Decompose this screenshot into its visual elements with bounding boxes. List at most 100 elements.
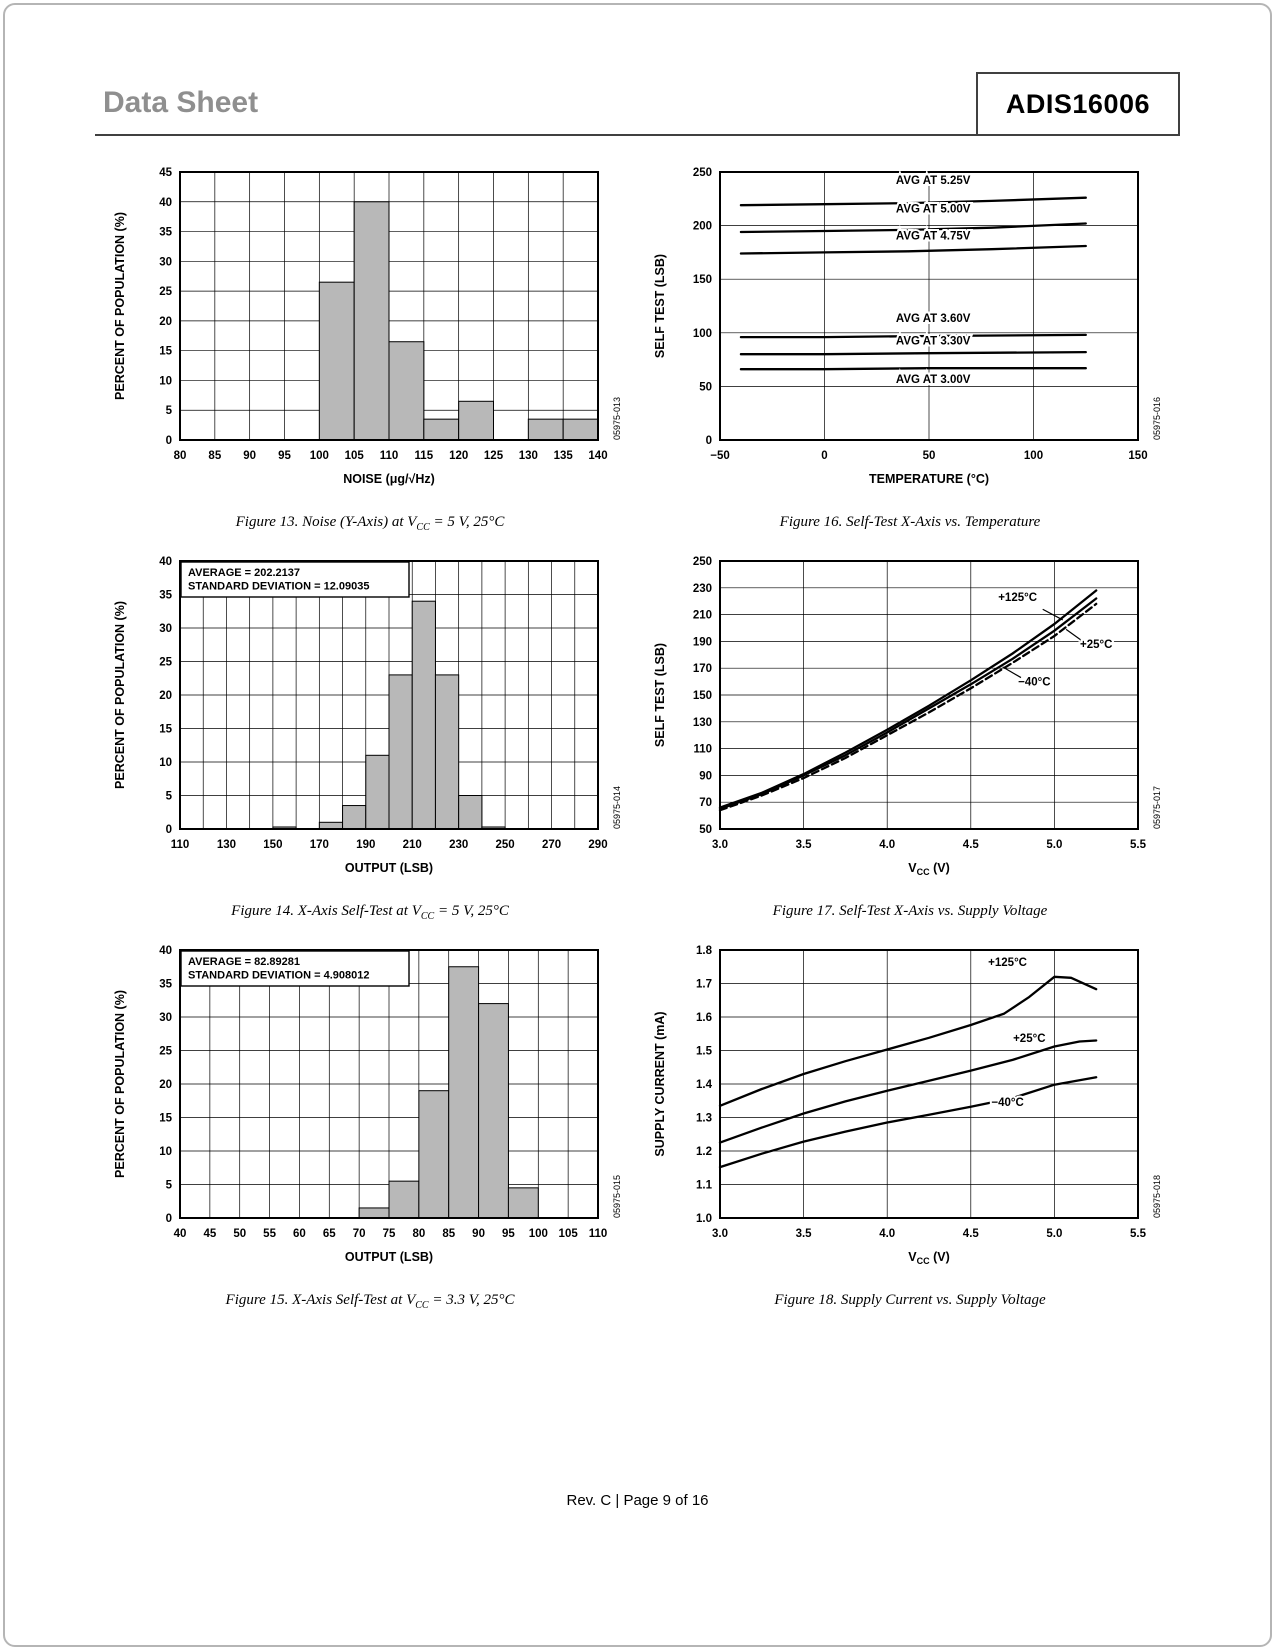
svg-text:15: 15 <box>159 724 172 736</box>
svg-text:95: 95 <box>502 1228 515 1240</box>
svg-text:1.6: 1.6 <box>696 1012 712 1024</box>
caption-text: = 5 V, 25°C <box>434 903 509 919</box>
svg-text:120: 120 <box>449 450 468 462</box>
svg-text:250: 250 <box>693 556 712 568</box>
svg-text:05975-013: 05975-013 <box>612 397 622 440</box>
svg-text:210: 210 <box>403 839 422 851</box>
svg-text:110: 110 <box>589 1228 608 1240</box>
svg-text:1.1: 1.1 <box>696 1180 713 1192</box>
svg-text:SELF TEST (LSB): SELF TEST (LSB) <box>653 643 667 747</box>
doc-type-label: Data Sheet <box>103 86 259 119</box>
svg-text:STANDARD DEVIATION = 4.908012: STANDARD DEVIATION = 4.908012 <box>188 970 369 982</box>
svg-text:150: 150 <box>1128 450 1147 462</box>
svg-text:230: 230 <box>693 583 712 595</box>
figure-18-caption: Figure 18. Supply Current vs. Supply Vol… <box>640 1292 1180 1311</box>
figure-15-chart: 40 45 50 55 60 65 70 75 80 85 90 95 100 105 110 0 5 10 15 2… <box>100 936 632 1288</box>
svg-text:+25°C: +25°C <box>1080 639 1112 651</box>
svg-text:20: 20 <box>159 316 172 328</box>
svg-text:110: 110 <box>380 450 399 462</box>
figure-17-caption: Figure 17. Self-Test X-Axis vs. Supply V… <box>640 903 1180 922</box>
svg-text:+125°C: +125°C <box>998 592 1037 604</box>
chart-svg: +125°C +25°C −40°C 3.0 3.5 4.0 4.5 5.0 5.5 1.0 1.1… <box>653 945 1162 1266</box>
svg-text:VCC (V): VCC (V) <box>908 861 949 877</box>
svg-text:AVG AT 5.25V: AVG AT 5.25V <box>896 175 971 187</box>
chart-svg: 110 130 150 170 190 210 230 250 270 290 0 5 10 15 20 25… <box>113 556 622 875</box>
caption-text: = 3.3 V, 25°C <box>428 1292 515 1308</box>
svg-text:AVERAGE = 202.2137: AVERAGE = 202.2137 <box>188 567 300 579</box>
svg-text:35: 35 <box>159 979 172 991</box>
svg-text:10: 10 <box>159 757 172 769</box>
svg-text:130: 130 <box>519 450 538 462</box>
svg-text:0: 0 <box>166 1213 172 1225</box>
svg-text:10: 10 <box>159 1146 172 1158</box>
svg-text:AVG AT 3.60V: AVG AT 3.60V <box>896 313 971 325</box>
svg-text:−50: −50 <box>710 450 730 462</box>
figure-17-chart: +125°C +25°C −40°C 3.0 3.5 4.0 4.5 5.0 5.5 50 70 90… <box>640 547 1172 899</box>
svg-text:1.0: 1.0 <box>696 1213 712 1225</box>
svg-text:150: 150 <box>693 274 712 286</box>
svg-text:5.0: 5.0 <box>1046 839 1062 851</box>
svg-text:40: 40 <box>159 945 172 957</box>
svg-text:SUPPLY CURRENT (mA): SUPPLY CURRENT (mA) <box>653 1011 667 1156</box>
svg-text:85: 85 <box>442 1228 455 1240</box>
svg-text:AVG AT 5.00V: AVG AT 5.00V <box>896 204 971 216</box>
caption-text: Figure 13. Noise (Y-Axis) at V <box>235 514 417 530</box>
svg-text:10: 10 <box>159 375 172 387</box>
svg-text:3.5: 3.5 <box>796 839 813 851</box>
svg-text:115: 115 <box>415 450 434 462</box>
svg-text:15: 15 <box>159 346 172 358</box>
svg-text:4.5: 4.5 <box>963 839 980 851</box>
svg-text:105: 105 <box>559 1228 579 1240</box>
svg-text:4.5: 4.5 <box>963 1228 980 1240</box>
figure-16-chart: AVG AT 5.25V AVG AT 5.00V AVG AT 4.75V AVG … <box>640 158 1172 510</box>
svg-text:05975-018: 05975-018 <box>1152 1175 1162 1218</box>
svg-text:05975-017: 05975-017 <box>1152 786 1162 829</box>
svg-text:0: 0 <box>706 435 712 447</box>
svg-text:+25°C: +25°C <box>1013 1033 1045 1045</box>
svg-text:OUTPUT (LSB): OUTPUT (LSB) <box>345 1250 433 1264</box>
svg-text:200: 200 <box>693 221 712 233</box>
svg-text:5.0: 5.0 <box>1046 1228 1062 1240</box>
svg-text:250: 250 <box>496 839 515 851</box>
svg-text:30: 30 <box>159 256 172 268</box>
svg-text:5.5: 5.5 <box>1130 839 1147 851</box>
svg-text:45: 45 <box>159 167 172 179</box>
svg-text:−40°C: −40°C <box>1018 677 1050 689</box>
figure-16-caption: Figure 16. Self-Test X-Axis vs. Temperat… <box>640 514 1180 533</box>
svg-text:0: 0 <box>821 450 827 462</box>
caption-subscript: CC <box>415 1300 429 1311</box>
caption-text: = 5 V, 25°C <box>429 514 505 530</box>
svg-text:30: 30 <box>159 623 172 635</box>
svg-text:1.2: 1.2 <box>696 1146 712 1158</box>
svg-text:35: 35 <box>159 590 172 602</box>
svg-text:50: 50 <box>699 381 712 393</box>
svg-text:50: 50 <box>923 450 936 462</box>
svg-text:40: 40 <box>174 1228 187 1240</box>
svg-text:150: 150 <box>263 839 282 851</box>
svg-text:SELF TEST (LSB): SELF TEST (LSB) <box>653 254 667 358</box>
figure-14-block: 110 130 150 170 190 210 230 250 270 290 0 5 10 15 20 25… <box>100 547 640 922</box>
svg-text:290: 290 <box>588 839 607 851</box>
svg-text:STANDARD DEVIATION = 12.09035: STANDARD DEVIATION = 12.09035 <box>188 581 369 593</box>
svg-text:1.7: 1.7 <box>696 979 712 991</box>
svg-text:110: 110 <box>171 839 190 851</box>
page-footer: Rev. C | Page 9 of 16 <box>566 1492 709 1509</box>
svg-text:85: 85 <box>208 450 221 462</box>
svg-text:170: 170 <box>693 663 712 675</box>
caption-text: Figure 15. X-Axis Self-Test at V <box>225 1292 416 1308</box>
svg-text:100: 100 <box>310 450 329 462</box>
svg-text:1.4: 1.4 <box>696 1079 713 1091</box>
svg-text:3.5: 3.5 <box>796 1228 813 1240</box>
svg-text:PERCENT OF POPULATION (%): PERCENT OF POPULATION (%) <box>113 601 127 789</box>
svg-text:NOISE (μg/√Hz): NOISE (μg/√Hz) <box>343 472 435 486</box>
svg-text:135: 135 <box>554 450 574 462</box>
svg-text:PERCENT OF POPULATION (%): PERCENT OF POPULATION (%) <box>113 212 127 400</box>
page-header: Data Sheet ADIS16006 <box>95 72 1180 136</box>
chart-svg: AVG AT 5.25V AVG AT 5.00V AVG AT 4.75V AVG … <box>653 167 1162 486</box>
svg-text:35: 35 <box>159 227 172 239</box>
svg-text:+125°C: +125°C <box>988 957 1027 969</box>
svg-text:40: 40 <box>159 556 172 568</box>
svg-text:90: 90 <box>243 450 256 462</box>
svg-text:100: 100 <box>693 328 712 340</box>
svg-text:70: 70 <box>353 1228 366 1240</box>
